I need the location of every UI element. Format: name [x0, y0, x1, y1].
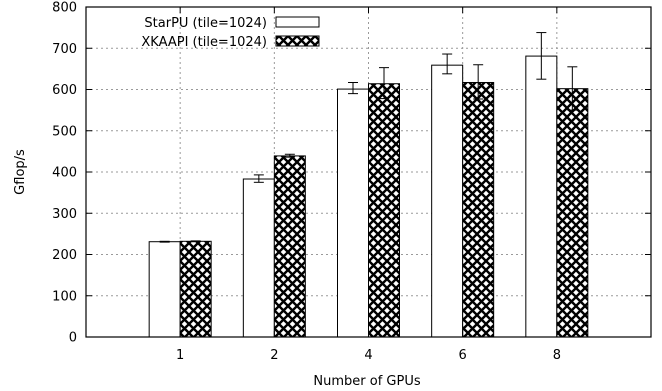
- legend-label-xkaapi: XKAAPI (tile=1024): [141, 35, 267, 50]
- legend-label-starpu: StarPU (tile=1024): [144, 16, 267, 31]
- y-tick-label: 100: [52, 289, 77, 304]
- y-tick-label: 800: [52, 1, 77, 16]
- axes: 0 100 200 300 400 500 600 700 800 1 2 4 6 8: [52, 1, 652, 363]
- y-tick-label: 0: [69, 331, 77, 346]
- x-axis-label: Number of GPUs: [313, 374, 420, 389]
- y-tick-label: 400: [52, 166, 77, 181]
- y-tick-label: 700: [52, 42, 77, 57]
- y-axis-label: Gflop/s: [13, 149, 28, 195]
- starpu-bar: [525, 55, 558, 338]
- x-tick-label: 1: [176, 348, 184, 363]
- xkaapi-bar: [556, 88, 589, 338]
- legend: StarPU (tile=1024) XKAAPI (tile=1024): [141, 16, 320, 50]
- bars: [148, 32, 589, 338]
- xkaapi-bar: [179, 240, 212, 338]
- x-tick-label: 2: [270, 348, 278, 363]
- x-tick-label: 8: [553, 348, 561, 363]
- x-tick-label: 6: [459, 348, 467, 363]
- xkaapi-bar: [368, 83, 400, 338]
- y-tick-label: 600: [52, 83, 77, 98]
- starpu-bar: [242, 178, 275, 338]
- starpu-bar: [337, 88, 369, 338]
- x-tick-label: 4: [364, 348, 372, 363]
- y-tick-label: 300: [52, 207, 77, 222]
- legend-swatch-starpu: [275, 16, 320, 28]
- xkaapi-bar: [273, 155, 306, 338]
- y-tick-label: 500: [52, 124, 77, 139]
- starpu-bar: [148, 241, 181, 338]
- starpu-bar: [431, 64, 464, 338]
- legend-swatch-xkaapi: [275, 35, 320, 47]
- y-tick-label: 200: [52, 248, 77, 263]
- plot-frame: [85, 6, 652, 338]
- xkaapi-bar: [462, 81, 495, 338]
